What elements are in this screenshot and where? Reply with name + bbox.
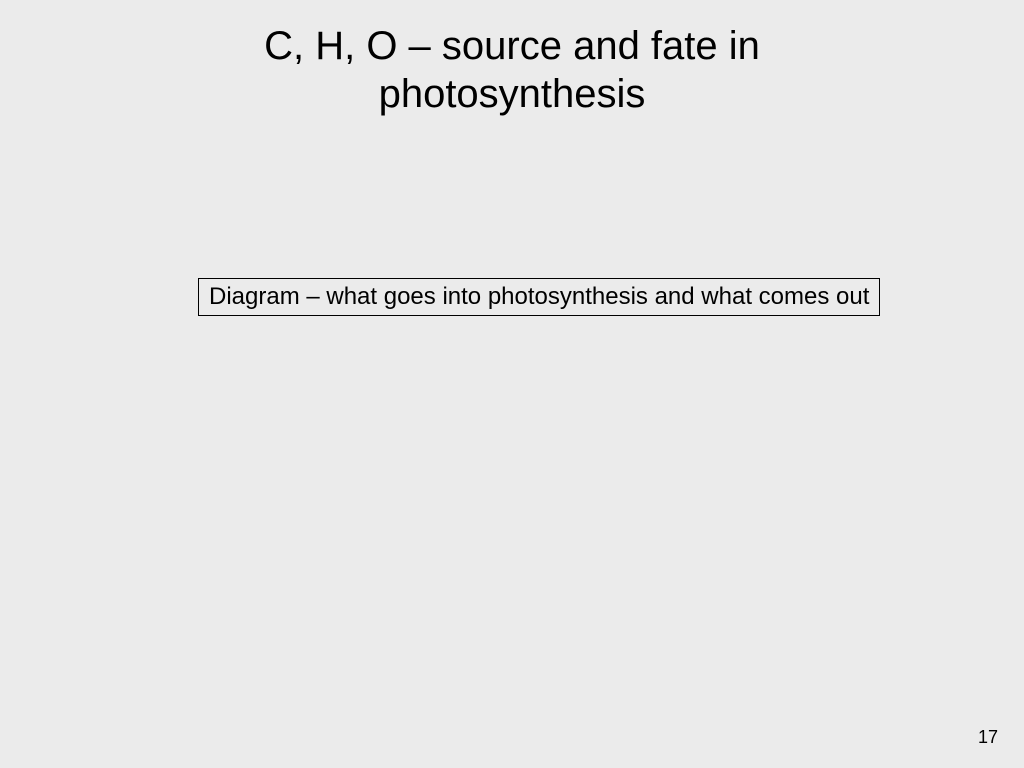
diagram-box-text: Diagram – what goes into photosynthesis … [209,283,869,310]
diagram-placeholder-box: Diagram – what goes into photosynthesis … [198,278,880,316]
slide-title: C, H, O – source and fate in photosynthe… [0,0,1024,118]
title-line-2: photosynthesis [379,72,646,116]
page-number: 17 [978,727,998,748]
title-line-1: C, H, O – source and fate in [264,24,760,68]
